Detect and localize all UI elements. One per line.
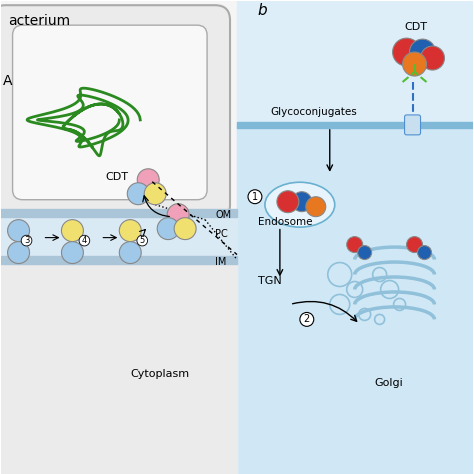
Text: Golgi: Golgi [374, 378, 403, 388]
Circle shape [137, 169, 159, 191]
FancyBboxPatch shape [0, 5, 230, 219]
Bar [237, 122, 474, 128]
Bar [237, 1, 474, 474]
Bar [0, 209, 237, 217]
Text: 1: 1 [252, 191, 258, 202]
Bar [0, 255, 237, 264]
Circle shape [128, 183, 149, 205]
Bar [0, 217, 237, 260]
Text: OM: OM [215, 210, 231, 219]
Text: PC: PC [215, 228, 228, 238]
Text: acterium: acterium [9, 14, 71, 28]
Bar [237, 125, 474, 474]
Bar [0, 264, 237, 474]
Text: 4: 4 [82, 236, 87, 245]
Text: TGN: TGN [258, 276, 282, 286]
Circle shape [420, 46, 445, 70]
Circle shape [119, 242, 141, 264]
Text: Glycoconjugates: Glycoconjugates [270, 107, 356, 117]
Circle shape [402, 52, 427, 76]
Circle shape [292, 191, 312, 212]
FancyBboxPatch shape [13, 25, 207, 200]
Circle shape [62, 219, 83, 242]
Circle shape [407, 237, 422, 253]
Circle shape [410, 39, 436, 65]
Text: 3: 3 [24, 236, 29, 245]
Circle shape [8, 242, 29, 264]
Text: CDT: CDT [105, 172, 128, 182]
Text: 5: 5 [140, 236, 145, 245]
Circle shape [392, 38, 420, 66]
Circle shape [119, 219, 141, 242]
Text: b: b [258, 3, 267, 18]
Circle shape [346, 237, 363, 253]
Text: IM: IM [215, 256, 227, 266]
Circle shape [167, 204, 189, 226]
Text: Endosome: Endosome [258, 217, 312, 227]
Text: 2: 2 [304, 314, 310, 324]
Circle shape [144, 183, 166, 205]
Text: A: A [2, 74, 12, 88]
Circle shape [174, 218, 196, 239]
Circle shape [8, 219, 29, 242]
Circle shape [62, 242, 83, 264]
Text: CDT: CDT [405, 22, 428, 32]
Ellipse shape [265, 182, 335, 227]
Text: Cytoplasm: Cytoplasm [130, 369, 190, 379]
Circle shape [418, 246, 431, 260]
Bar [0, 1, 237, 474]
Circle shape [157, 218, 179, 239]
Circle shape [277, 191, 299, 213]
FancyBboxPatch shape [405, 115, 420, 135]
Circle shape [306, 197, 326, 217]
Circle shape [358, 246, 372, 260]
